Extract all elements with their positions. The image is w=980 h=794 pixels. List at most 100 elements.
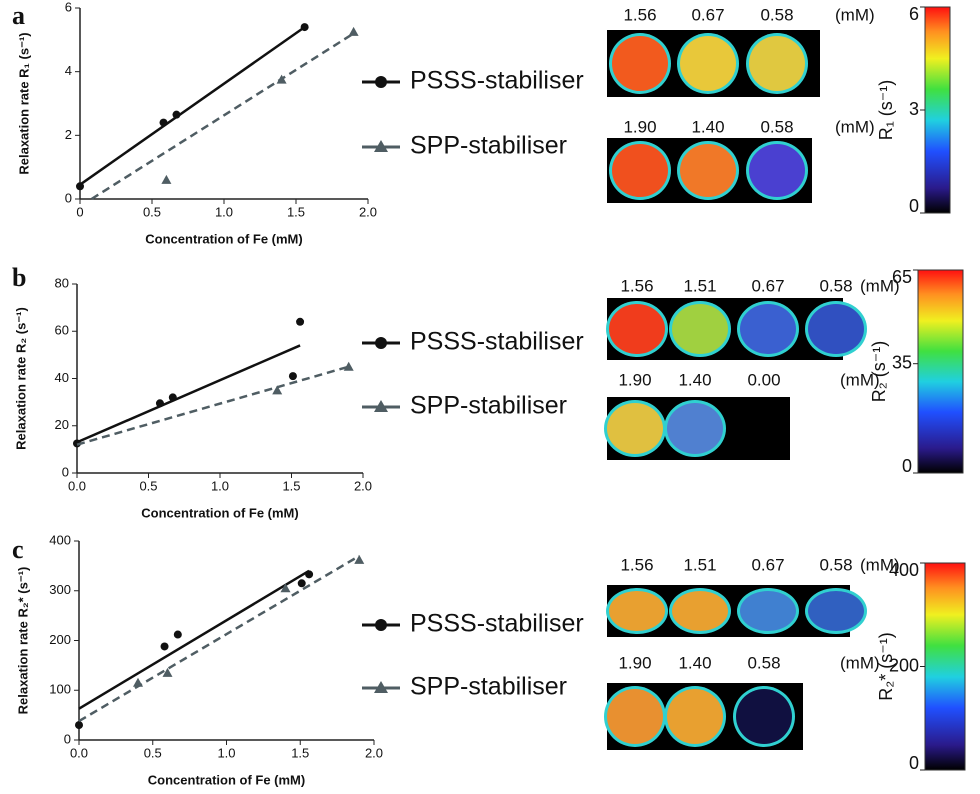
legend-label: PSSS-stabiliser	[410, 328, 584, 356]
y-tick-label: 0	[64, 731, 71, 746]
data-point	[168, 393, 177, 402]
mri-image	[740, 304, 796, 354]
mri-image	[607, 403, 663, 454]
x-tick-label: 0	[76, 204, 83, 219]
colorbar-tick-label: 200	[889, 655, 919, 675]
colorbar-tick-label: 0	[902, 456, 912, 476]
x-tick-label: 1.5	[291, 745, 309, 760]
data-point	[155, 399, 164, 408]
mri-image	[667, 689, 723, 744]
mri-image	[808, 304, 864, 354]
mri-image	[749, 144, 805, 197]
concentration-label: 1.90	[618, 370, 651, 389]
mri-image	[672, 591, 728, 631]
data-point	[76, 182, 84, 191]
x-tick-label: 0.0	[68, 478, 86, 493]
x-tick-label: 0.0	[70, 745, 88, 760]
fit-line	[90, 32, 355, 201]
concentration-label: 0.67	[751, 555, 784, 574]
legend-label: PSSS-stabiliser	[410, 67, 584, 95]
legend-marker	[375, 337, 387, 349]
concentration-label: 1.90	[623, 117, 656, 136]
data-point	[343, 361, 354, 371]
x-tick-label: 1.0	[217, 745, 235, 760]
concentration-label: 0.58	[760, 5, 793, 24]
concentration-label: 1.40	[678, 653, 711, 672]
x-tick-label: 2.0	[365, 745, 383, 760]
colorbar-tick-label: 3	[909, 99, 919, 119]
legend-label: SPP-stabiliser	[410, 392, 567, 420]
y-tick-label: 100	[49, 682, 71, 697]
x-tick-label: 0.5	[144, 745, 162, 760]
concentration-label: 1.90	[618, 653, 651, 672]
x-tick-label: 0.5	[143, 204, 161, 219]
concentration-label: 1.51	[683, 555, 716, 574]
concentration-label: 0.58	[747, 653, 780, 672]
fit-line	[79, 26, 306, 186]
y-tick-label: 80	[55, 275, 69, 290]
data-point	[276, 74, 287, 84]
x-axis-title: Concentration of Fe (mM)	[148, 772, 305, 787]
panel-label: c	[12, 535, 24, 564]
fit-line	[78, 554, 360, 723]
data-point	[297, 579, 306, 588]
fit-line	[76, 365, 350, 446]
y-tick-label: 0	[62, 464, 69, 479]
x-tick-label: 2.0	[359, 204, 377, 219]
y-tick-label: 40	[55, 370, 69, 385]
mri-image	[609, 591, 665, 631]
data-point	[161, 174, 172, 184]
data-point	[162, 667, 173, 677]
y-axis-title: Relaxation rate R₂* (s⁻¹)	[15, 567, 30, 715]
mri-image	[808, 591, 864, 631]
data-point	[75, 721, 83, 730]
data-point	[159, 118, 168, 127]
mri-image	[612, 36, 668, 91]
concentration-label: 1.56	[620, 555, 653, 574]
y-tick-label: 300	[49, 582, 71, 597]
x-tick-label: 1.5	[282, 478, 300, 493]
y-tick-label: 6	[65, 0, 72, 14]
legend-label: PSSS-stabiliser	[410, 610, 584, 638]
concentration-label: 0.00	[747, 370, 780, 389]
y-tick-label: 20	[55, 417, 69, 432]
concentration-label: 1.40	[691, 117, 724, 136]
mri-image	[736, 689, 792, 744]
y-tick-label: 60	[55, 323, 69, 338]
data-point	[348, 26, 359, 36]
mri-image	[680, 36, 736, 91]
mri-image	[607, 689, 663, 744]
mri-image	[612, 144, 668, 197]
x-tick-label: 1.0	[211, 478, 229, 493]
colorbar-title: R₂* (s⁻¹)	[876, 632, 896, 700]
colorbar-title: R₁ (s⁻¹)	[876, 80, 896, 141]
concentration-label: 1.51	[683, 276, 716, 295]
colorbar-tick-label: 0	[909, 196, 919, 216]
data-point	[305, 570, 314, 579]
concentration-label: 0.58	[819, 555, 852, 574]
concentration-label: 0.58	[819, 276, 852, 295]
concentration-label: 1.56	[623, 5, 656, 24]
y-tick-label: 200	[49, 632, 71, 647]
unit-label: (mM)	[835, 117, 875, 136]
y-tick-label: 400	[49, 532, 71, 547]
unit-label: (mM)	[840, 653, 880, 672]
concentration-label: 0.67	[751, 276, 784, 295]
colorbar-tick-label: 6	[909, 4, 919, 24]
y-axis-title: Relaxation rate R₁ (s⁻¹)	[16, 32, 31, 174]
data-point	[296, 317, 305, 326]
panel-label: b	[12, 263, 26, 292]
data-point	[133, 677, 143, 687]
y-tick-label: 2	[65, 127, 72, 142]
mri-image	[680, 144, 736, 197]
legend-marker	[375, 76, 387, 88]
colorbar-tick-label: 65	[892, 267, 912, 287]
colorbar	[924, 562, 966, 771]
y-axis-title: Relaxation rate R₂ (s⁻¹)	[13, 307, 28, 450]
data-point	[272, 385, 283, 395]
colorbar-tick-label: 0	[909, 753, 919, 773]
colorbar-tick-label: 35	[892, 352, 912, 372]
legend-marker	[374, 681, 388, 693]
fit-line	[76, 344, 301, 444]
